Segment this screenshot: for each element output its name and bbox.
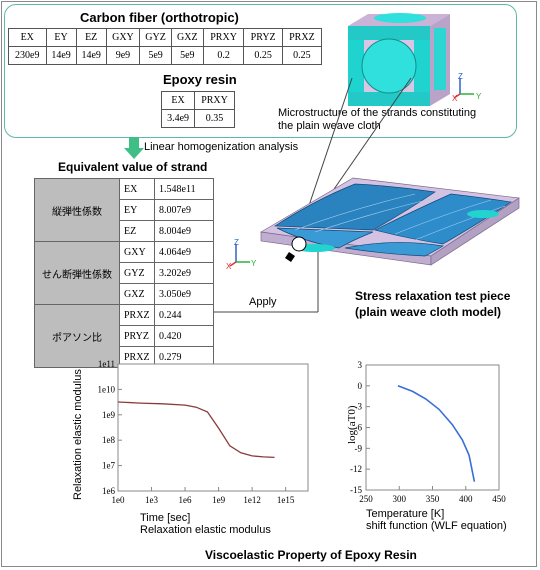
chart2-plot-area [365, 364, 500, 491]
axis-triad-icon [453, 78, 474, 99]
plain-weave-cloth-model-image [259, 177, 520, 266]
chart1-y-tick-label: 1e9 [102, 410, 115, 420]
epoxy-resin-title: Epoxy resin [163, 72, 237, 87]
chart1-series-line [117, 401, 275, 459]
chart1-subtitle: Relaxation elastic modulus [140, 524, 271, 536]
chart1-x-tick-label: 1e3 [145, 495, 158, 505]
chart2-series-line [397, 385, 476, 482]
carbon-value-cell-4: 5e9 [139, 46, 172, 65]
chart2-x-tick-label: 350 [426, 494, 440, 504]
chart2-y-tick-label: 3 [358, 360, 363, 370]
chart1-x-tick-label: 1e15 [277, 495, 295, 505]
chart1-y-tick-label: 1e10 [98, 384, 116, 394]
epoxy-value-cell-0: 3.4e9 [160, 109, 196, 128]
triad-y-label: Y [476, 92, 482, 101]
plate-triad-z-label: Z [234, 238, 239, 247]
chart1-y-tick-label: 1e8 [102, 435, 115, 445]
chart2-x-tick-label: 450 [492, 494, 506, 504]
bottom-title: Viscoelastic Property of Epoxy Resin [205, 548, 417, 562]
chart1-x-tick-label: 1e12 [243, 495, 261, 505]
chart2-y-tick-label: -12 [350, 464, 362, 474]
plate-triad-y-label: Y [251, 259, 257, 268]
chart2-x-tick-label: 250 [359, 494, 373, 504]
test-piece-title-line2: (plain weave cloth model) [355, 305, 502, 319]
chart1-y-tick-label: 1e11 [98, 359, 115, 369]
chart2-y-tick-label: -9 [355, 443, 363, 453]
equivalent-value-table: 縦弾性係数 EX 1.548e11 EY 8.007e9 EZ 8.004e9 せん断弾性係数… [34, 178, 214, 368]
carbon-fiber-table: EX EY EZ GXY GYZ GXZ PRXY PRYZ PRXZ 230e9 14e9 14e… [8, 28, 323, 65]
linear-homogenization-label: Linear homogenization analysis [144, 141, 299, 153]
chart2-x-axis-label: Temperature [K] [366, 508, 445, 520]
chart1-y-tick-label: 1e7 [102, 461, 115, 471]
chart1-x-tick-label: 1e0 [112, 495, 125, 505]
chart2-y-tick-label: 0 [358, 381, 363, 391]
carbon-value-cell-6: 0.2 [202, 46, 245, 65]
chart2-x-tick-label: 400 [459, 494, 473, 504]
chart1-x-tick-label: 1e6 [179, 495, 192, 505]
carbon-fiber-title: Carbon fiber (orthotropic) [80, 10, 239, 25]
epoxy-resin-table: EX PRXY 3.4e9 0.35 [160, 91, 235, 128]
equiv-group-label: ポアソン比 [34, 304, 120, 368]
chart1-y-tick-label: 1e6 [102, 486, 115, 496]
chart2-y-tick-label: -3 [355, 402, 363, 412]
equiv-group-label: せん断弾性係数 [34, 241, 120, 305]
chart2-subtitle: shift function (WLF equation) [366, 520, 507, 532]
triad-x-label: X [452, 94, 458, 103]
plate-axis-triad-icon [229, 244, 250, 267]
carbon-value-cell-3: 9e9 [105, 46, 141, 65]
equiv-row: EZ 8.004e9 [35, 220, 214, 242]
equivalent-value-title: Equivalent value of strand [58, 160, 208, 174]
carbon-value-cell-7: 0.25 [243, 46, 283, 65]
plate-triad-x-label: X [226, 262, 232, 271]
chart1-plot-area [117, 363, 309, 492]
apply-label: Apply [249, 296, 277, 308]
epoxy-value-cell-1: 0.35 [194, 109, 235, 128]
chart1-x-tick-label: 1e9 [212, 495, 225, 505]
chart2-y-axis-label: log(aT0) [346, 405, 358, 444]
equiv-row: せん断弾性係数 GXY 4.064e9 [34, 241, 214, 305]
triad-z-label: Z [458, 72, 463, 81]
down-arrow-icon [124, 137, 144, 159]
chart2-x-tick-label: 300 [393, 494, 407, 504]
chart2-y-tick-label: -15 [350, 485, 362, 495]
test-piece-title-line1: Stress relaxation test piece [355, 289, 511, 303]
equiv-row: 縦弾性係数 EX 1.548e11 [34, 178, 214, 242]
equiv-row: EY 8.007e9 [35, 199, 214, 221]
chart1-x-axis-label: Time [sec] [140, 512, 191, 524]
equiv-group-label: 縦弾性係数 [34, 178, 120, 242]
carbon-value-cell-8: 0.25 [281, 46, 323, 65]
chart2-y-tick-label: -6 [355, 423, 363, 433]
